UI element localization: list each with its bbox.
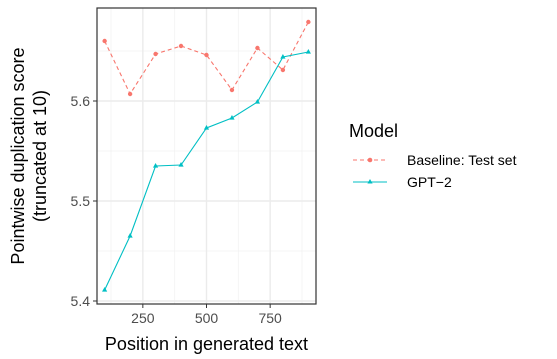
legend-key-gpt2 <box>353 179 387 184</box>
grid-major <box>97 8 316 304</box>
data-point-gpt2 <box>229 115 235 120</box>
y-axis-title-line-2: (truncated at 10) <box>30 90 50 222</box>
legend-label-baseline: Baseline: Test set <box>407 152 517 168</box>
y-tick-label: 5.6 <box>71 93 91 109</box>
y-tick-label: 5.5 <box>71 193 91 209</box>
series-layer <box>102 19 311 292</box>
legend-key-baseline <box>353 157 387 163</box>
data-point-gpt2 <box>254 99 261 104</box>
legend-label-gpt2: GPT−2 <box>407 174 452 190</box>
x-tick-label: 750 <box>258 310 282 326</box>
legend: Model Baseline: Test set GPT−2 <box>349 121 517 190</box>
data-point-baseline <box>178 43 184 49</box>
series-line-baseline <box>104 21 309 96</box>
data-point-gpt2 <box>203 125 210 130</box>
data-point-baseline <box>153 51 158 57</box>
data-point-gpt2 <box>127 233 133 238</box>
data-point-gpt2 <box>102 287 108 292</box>
x-tick-label: 250 <box>131 310 155 326</box>
data-point-baseline <box>229 87 235 93</box>
data-point-baseline <box>102 38 107 44</box>
data-point-baseline <box>204 52 209 58</box>
data-point-baseline <box>127 91 133 97</box>
data-point-gpt2 <box>152 163 159 168</box>
data-point-baseline <box>255 45 260 51</box>
legend-title: Model <box>349 121 398 141</box>
data-point-baseline <box>306 19 311 25</box>
data-point-baseline <box>280 67 286 73</box>
axis-ticks <box>93 100 271 308</box>
data-point-gpt2 <box>178 162 184 167</box>
data-point-gpt2 <box>280 54 286 59</box>
x-tick-label: 500 <box>195 310 219 326</box>
data-point-gpt2 <box>305 49 311 54</box>
y-axis-title-line-1: Pointwise duplication score <box>8 47 28 264</box>
y-tick-label: 5.4 <box>71 293 91 309</box>
tick-labels: 250 500 750 5.4 5.5 5.6 <box>71 93 283 326</box>
x-axis-title: Position in generated text <box>105 334 308 354</box>
